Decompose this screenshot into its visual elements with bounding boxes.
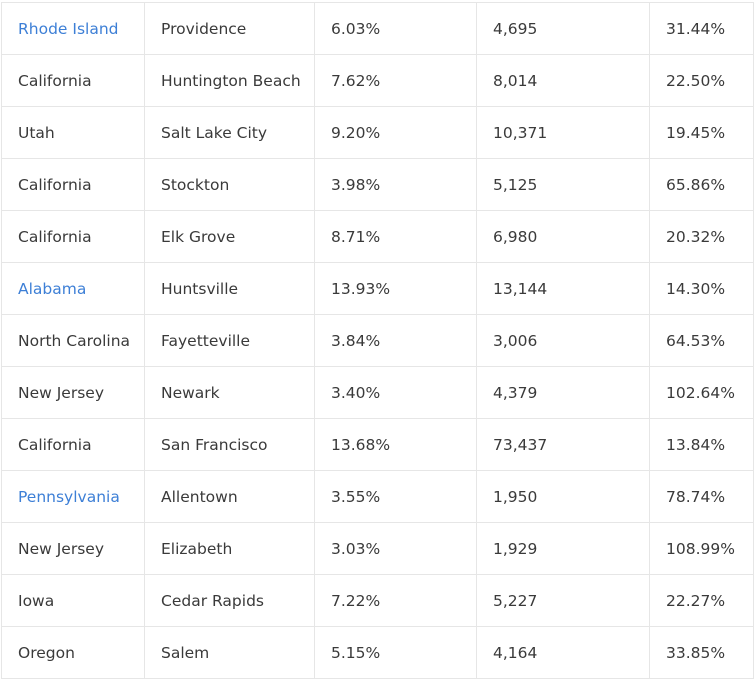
- value-cell-5: 31.44%: [649, 2, 754, 55]
- value-cell-3: 5.15%: [314, 626, 477, 679]
- table-row: New Jersey Newark 3.40% 4,379 102.64%: [1, 366, 754, 419]
- value-cell-4: 4,695: [476, 2, 650, 55]
- value-cell-4: 5,125: [476, 158, 650, 211]
- city-cell: Salt Lake City: [144, 106, 315, 159]
- city-cell: Huntsville: [144, 262, 315, 315]
- value-cell-5: 78.74%: [649, 470, 754, 523]
- table-row: Iowa Cedar Rapids 7.22% 5,227 22.27%: [1, 574, 754, 627]
- table-row: Oregon Salem 5.15% 4,164 33.85%: [1, 626, 754, 679]
- state-cell: California: [1, 54, 145, 107]
- table-row: Pennsylvania Allentown 3.55% 1,950 78.74…: [1, 470, 754, 523]
- value-cell-4: 6,980: [476, 210, 650, 263]
- city-cell: Stockton: [144, 158, 315, 211]
- value-cell-3: 8.71%: [314, 210, 477, 263]
- value-cell-5: 65.86%: [649, 158, 754, 211]
- table-row: California San Francisco 13.68% 73,437 1…: [1, 418, 754, 471]
- value-cell-3: 3.03%: [314, 522, 477, 575]
- value-cell-3: 9.20%: [314, 106, 477, 159]
- state-cell: New Jersey: [1, 522, 145, 575]
- table-row: North Carolina Fayetteville 3.84% 3,006 …: [1, 314, 754, 367]
- value-cell-5: 102.64%: [649, 366, 754, 419]
- value-cell-3: 7.62%: [314, 54, 477, 107]
- value-cell-3: 3.40%: [314, 366, 477, 419]
- value-cell-4: 13,144: [476, 262, 650, 315]
- state-cell: New Jersey: [1, 366, 145, 419]
- value-cell-5: 19.45%: [649, 106, 754, 159]
- state-cell: California: [1, 210, 145, 263]
- value-cell-5: 108.99%: [649, 522, 754, 575]
- city-cell: Salem: [144, 626, 315, 679]
- value-cell-4: 1,929: [476, 522, 650, 575]
- city-cell: Providence: [144, 2, 315, 55]
- value-cell-4: 8,014: [476, 54, 650, 107]
- city-cell: Elizabeth: [144, 522, 315, 575]
- state-cell: Oregon: [1, 626, 145, 679]
- value-cell-4: 4,379: [476, 366, 650, 419]
- city-cell: Newark: [144, 366, 315, 419]
- city-cell: Fayetteville: [144, 314, 315, 367]
- value-cell-3: 3.98%: [314, 158, 477, 211]
- value-cell-3: 7.22%: [314, 574, 477, 627]
- value-cell-5: 22.50%: [649, 54, 754, 107]
- value-cell-3: 3.55%: [314, 470, 477, 523]
- state-cell: Iowa: [1, 574, 145, 627]
- value-cell-5: 64.53%: [649, 314, 754, 367]
- state-cell[interactable]: Rhode Island: [1, 2, 145, 55]
- table-row: Rhode Island Providence 6.03% 4,695 31.4…: [1, 2, 754, 55]
- value-cell-3: 13.93%: [314, 262, 477, 315]
- value-cell-4: 73,437: [476, 418, 650, 471]
- value-cell-3: 3.84%: [314, 314, 477, 367]
- value-cell-5: 13.84%: [649, 418, 754, 471]
- city-cell: Allentown: [144, 470, 315, 523]
- value-cell-4: 3,006: [476, 314, 650, 367]
- state-cell: California: [1, 418, 145, 471]
- table-row: Utah Salt Lake City 9.20% 10,371 19.45%: [1, 106, 754, 159]
- state-cell[interactable]: Pennsylvania: [1, 470, 145, 523]
- table-row: California Stockton 3.98% 5,125 65.86%: [1, 158, 754, 211]
- table-row: New Jersey Elizabeth 3.03% 1,929 108.99%: [1, 522, 754, 575]
- table-row: California Huntington Beach 7.62% 8,014 …: [1, 54, 754, 107]
- value-cell-5: 33.85%: [649, 626, 754, 679]
- value-cell-5: 14.30%: [649, 262, 754, 315]
- city-cell: Cedar Rapids: [144, 574, 315, 627]
- value-cell-4: 5,227: [476, 574, 650, 627]
- value-cell-4: 4,164: [476, 626, 650, 679]
- table-row: California Elk Grove 8.71% 6,980 20.32%: [1, 210, 754, 263]
- state-cell: Utah: [1, 106, 145, 159]
- city-cell: Elk Grove: [144, 210, 315, 263]
- state-cell: North Carolina: [1, 314, 145, 367]
- value-cell-5: 22.27%: [649, 574, 754, 627]
- city-cell: Huntington Beach: [144, 54, 315, 107]
- city-cell: San Francisco: [144, 418, 315, 471]
- value-cell-3: 13.68%: [314, 418, 477, 471]
- state-cell: California: [1, 158, 145, 211]
- value-cell-3: 6.03%: [314, 2, 477, 55]
- table-row: Alabama Huntsville 13.93% 13,144 14.30%: [1, 262, 754, 315]
- value-cell-4: 1,950: [476, 470, 650, 523]
- state-cell[interactable]: Alabama: [1, 262, 145, 315]
- value-cell-4: 10,371: [476, 106, 650, 159]
- value-cell-5: 20.32%: [649, 210, 754, 263]
